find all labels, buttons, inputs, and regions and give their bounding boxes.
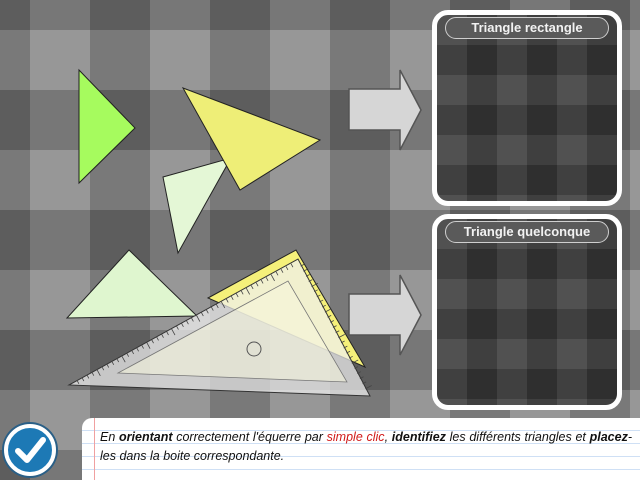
- ruler-tick: [285, 266, 289, 271]
- ruler-tick: [136, 347, 139, 352]
- box-title-right-triangle: Triangle rectangle: [445, 17, 609, 39]
- ruler-tick: [322, 304, 326, 308]
- ruler-tick: [235, 293, 239, 298]
- ruler-tick: [335, 330, 340, 333]
- ruler-tick: [362, 381, 367, 385]
- instruction-part: -les dans la boite correspondante.: [100, 430, 633, 463]
- instruction-bold-identifiez: identifiez: [391, 430, 446, 444]
- ruler-tick: [319, 299, 324, 303]
- checkmark-icon: [15, 437, 46, 463]
- ruler-tick: [305, 274, 310, 277]
- triangle-yellow[interactable]: [181, 87, 322, 191]
- ruler-tick: [357, 371, 361, 374]
- ruler-tick: [348, 355, 353, 359]
- ruler-tick: [275, 271, 279, 276]
- ruler-tick: [346, 350, 351, 354]
- ruler-tick: [260, 279, 264, 284]
- ruler-tick: [340, 340, 345, 344]
- ruler-tick: [240, 290, 244, 295]
- ruler-tick: [176, 325, 179, 330]
- ruler-tick: [81, 377, 85, 382]
- ruler-tick: [196, 315, 201, 322]
- ruler-tick: [359, 376, 364, 380]
- ruler-tick: [338, 334, 345, 339]
- validate-button[interactable]: [4, 424, 56, 476]
- ruler-tick: [216, 304, 219, 309]
- ruler-tick: [230, 296, 234, 300]
- ruler-tick: [308, 279, 313, 282]
- instruction-part: correctement l'équerre par: [172, 430, 327, 444]
- triangle-pale-green-small[interactable]: [162, 157, 233, 255]
- ruler-tick: [270, 274, 275, 282]
- ruler-tick: [101, 366, 105, 371]
- ruler-tick: [96, 369, 101, 376]
- ruler-tick: [245, 287, 251, 295]
- ruler-tick: [303, 269, 308, 272]
- ruler-tick: [343, 345, 348, 349]
- ruler-tick: [191, 317, 194, 322]
- ruler-tick: [181, 323, 184, 328]
- instruction-part: En: [100, 430, 120, 444]
- set-square-pivot[interactable]: [246, 341, 262, 357]
- ruler-tick: [327, 315, 332, 318]
- instruction-part: les différents triangles et: [445, 430, 590, 444]
- ruler-tick: [116, 358, 120, 363]
- ruler-tick: [171, 328, 176, 336]
- triangle-green[interactable]: [78, 68, 136, 185]
- right-arrow-icon: [348, 274, 422, 356]
- triangle-pale-green-large[interactable]: [65, 249, 199, 319]
- drop-box-scalene-triangle[interactable]: Triangle quelconque: [432, 214, 622, 410]
- ruler-tick: [146, 342, 151, 349]
- ruler-tick: [86, 374, 90, 379]
- ruler-tick: [311, 282, 319, 287]
- instruction-bold-placez: placez: [589, 430, 628, 444]
- ruler-tick: [316, 294, 321, 298]
- ruler-tick: [324, 308, 332, 313]
- ruler-tick: [354, 366, 359, 369]
- right-arrow-icon: [348, 69, 422, 151]
- ruler-tick: [166, 331, 169, 336]
- instruction-part: ,: [384, 430, 392, 444]
- ruler-tick: [141, 344, 144, 349]
- ruler-tick: [111, 361, 115, 366]
- instruction-text: En orientant correctement l'équerre par …: [82, 418, 640, 480]
- ruler-tick: [351, 359, 359, 364]
- ruler-tick: [300, 263, 305, 267]
- ruler-tick: [255, 282, 259, 287]
- ruler-tick: [290, 263, 294, 268]
- ruler-tick: [126, 352, 130, 357]
- ruler-tick: [156, 336, 159, 341]
- instruction-bold-orientant: orientant: [119, 430, 173, 444]
- ruler-tick: [211, 306, 214, 311]
- ruler-tick: [106, 363, 110, 368]
- ruler-tick: [330, 320, 335, 323]
- ruler-tick: [186, 320, 189, 325]
- ruler-tick: [220, 301, 226, 309]
- ruler-tick: [332, 325, 337, 328]
- ruler-tick: [161, 334, 164, 338]
- set-square-ruler[interactable]: [67, 258, 372, 397]
- ruler-tick: [313, 289, 318, 293]
- ruler-tick: [225, 298, 229, 303]
- box-title-scalene-triangle: Triangle quelconque: [445, 221, 609, 243]
- ruler-tick: [131, 350, 134, 355]
- instruction-red-simple-clic: simple clic: [326, 430, 385, 444]
- ruler-tick: [206, 309, 209, 314]
- ruler-tick: [121, 355, 126, 363]
- ruler-tick: [365, 385, 372, 390]
- ruler-tick: [250, 285, 254, 290]
- ruler-tick: [151, 339, 154, 344]
- drop-box-right-triangle[interactable]: Triangle rectangle: [432, 10, 622, 206]
- ruler-tick: [265, 277, 269, 281]
- notebook-margin-line: [94, 418, 95, 480]
- ruler-tick: [76, 380, 80, 384]
- ruler-tick: [280, 268, 284, 273]
- ruler-tick: [91, 371, 95, 376]
- ruler-tick: [201, 312, 204, 317]
